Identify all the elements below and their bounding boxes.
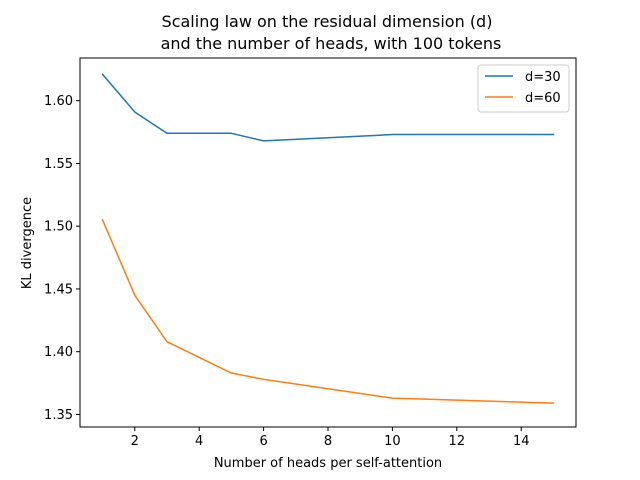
x-tick-label: 6 <box>259 434 267 449</box>
series-line-d=30 <box>101 73 555 142</box>
x-tick-label: 10 <box>384 434 401 449</box>
x-tick-label: 2 <box>131 434 139 449</box>
legend-label: d=30 <box>525 70 561 85</box>
series-layer <box>101 73 555 404</box>
y-axis-ticks: 1.35 1.40 1.45 1.50 1.55 1.60 <box>44 94 80 423</box>
y-tick-label: 1.35 <box>44 408 73 423</box>
chart-title-line-2: and the number of heads, with 100 tokens <box>161 34 502 53</box>
x-tick-label: 4 <box>195 434 203 449</box>
x-axis-ticks: 2 4 6 8 10 12 14 <box>131 427 530 449</box>
x-axis-label: Number of heads per self-attention <box>214 456 442 471</box>
plot-frame <box>79 57 577 428</box>
y-tick-label: 1.40 <box>44 345 73 360</box>
y-tick-label: 1.60 <box>44 94 73 109</box>
legend-label: d=60 <box>525 91 561 106</box>
series-line-d=60 <box>101 218 555 404</box>
x-tick-label: 12 <box>449 434 466 449</box>
x-tick-label: 14 <box>513 434 530 449</box>
chart-title-line-1: Scaling law on the residual dimension (d… <box>162 12 493 31</box>
y-tick-label: 1.45 <box>44 282 73 297</box>
y-tick-label: 1.55 <box>44 157 73 172</box>
y-axis-label: KL divergence <box>20 197 35 289</box>
x-tick-label: 8 <box>324 434 332 449</box>
y-tick-label: 1.50 <box>44 220 73 235</box>
legend: d=30 d=60 <box>477 64 570 113</box>
